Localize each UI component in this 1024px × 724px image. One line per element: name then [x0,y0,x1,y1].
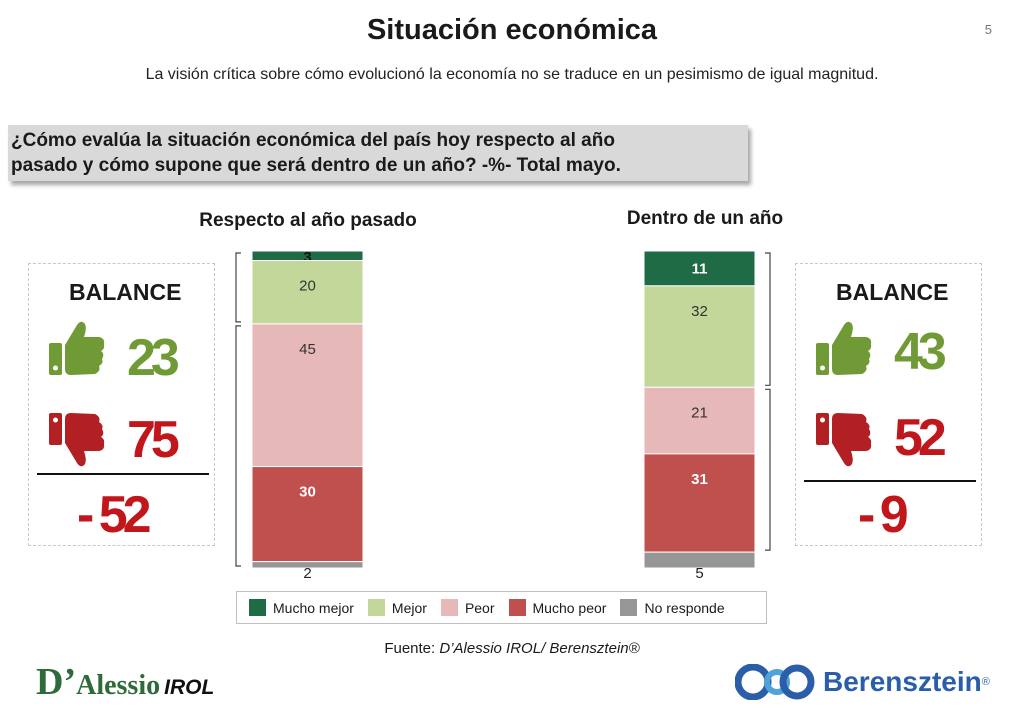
page-number: 5 [984,22,992,37]
group-bracket-1-1 [765,388,771,551]
balance-positive-right: 43 [894,323,947,381]
balance-panel-right: BALANCE 43 52 - 9 [795,263,982,546]
legend-item-no-responde: No responde [620,599,725,616]
thumbs-down-icon [49,413,105,467]
thumbs-down-icon [816,413,872,467]
chart-title-left: Respecto al año pasado [199,210,417,231]
balance-label-left: BALANCE [69,279,182,305]
balance-negative-right: 52 [894,409,947,467]
balance-positive-left: 23 [127,329,180,387]
logo-left-irol: IROL [164,676,215,699]
source-prefix: Fuente: [384,640,440,657]
legend-swatch-mucho-mejor [249,599,266,616]
bar-label-no-responde-0: 2 [303,565,311,582]
balance-label-right: BALANCE [836,279,949,305]
question-line-2: pasado y cómo supone que será dentro de … [11,155,621,176]
bar-segment-peor-0 [251,323,364,468]
legend-item-mucho-mejor: Mucho mejor [249,599,354,616]
balance-net-right: - 9 [858,486,909,544]
bar-label-mucho-mejor-1: 11 [692,260,708,277]
bar-segment-mucho-peor-0 [251,466,364,563]
legend-label-mejor: Mejor [391,599,427,616]
legend-swatch-no-responde [620,599,638,616]
bar-segment-mucho-peor-1 [643,453,756,553]
bar-label-peor-0: 45 [299,341,316,358]
balance-negative-left: 75 [127,411,180,469]
bar-label-mucho-peor-0: 30 [299,484,316,501]
logo-left-name: Alessio [76,670,161,701]
legend-item-mucho-peor: Mucho peor [508,599,607,616]
bar-segment-mucho-mejor-1 [643,250,756,287]
bar-label-mejor-1: 32 [691,303,708,320]
bar-segment-no-responde-0 [251,561,364,569]
bar-segment-mejor-1 [643,285,756,388]
legend-item-peor: Peor [440,599,495,616]
group-bracket-1-0 [765,252,771,386]
bar-label-no-responde-1: 5 [695,565,703,582]
berensztein-logo: Berensztein ® [735,664,990,700]
group-bracket-0-1 [235,325,241,567]
chart-legend: Mucho mejor Mejor Peor Mucho peor No res… [236,591,767,624]
thumbs-up-icon [816,321,872,375]
logo-right-name: Berensztein [823,666,982,697]
legend-swatch-peor [440,599,458,616]
thumbs-up-icon [49,321,105,375]
group-bracket-0-0 [235,252,241,323]
balance-divider-left [37,473,209,475]
question-line-1: ¿Cómo evalúa la situación económica del … [11,130,615,151]
bar-segment-peor-1 [643,386,756,455]
chart-title-right: Dentro de un año [626,208,784,229]
legend-label-mucho-peor: Mucho peor [532,599,607,616]
bar-label-mejor-0: 20 [299,278,316,295]
bar-label-mucho-peor-1: 31 [691,471,708,488]
logo-left-d: D’ [36,661,77,703]
legend-label-no-responde: No responde [644,599,725,616]
legend-label-mucho-mejor: Mucho mejor [273,599,354,616]
bar-segment-mejor-0 [251,260,364,325]
source-text: D’Alessio IROL/ Berensztein® [439,640,640,657]
bar-segment-no-responde-1 [643,551,756,569]
balance-panel-left: BALANCE 23 75 - 52 [28,263,215,546]
logo-right-reg: ® [981,676,990,688]
dalessio-irol-logo: D’Alessio IROL [36,660,214,704]
page-subtitle: La visión crítica sobre cómo evolucionó … [145,66,879,83]
balance-net-left: - 52 [77,486,152,544]
bar-label-peor-1: 21 [691,404,708,421]
page-title: Situación económica [366,14,658,46]
legend-item-mejor: Mejor [367,599,427,616]
legend-swatch-mejor [367,599,385,616]
question-box: ¿Cómo evalúa la situación económica del … [8,125,748,181]
legend-swatch-mucho-peor [508,599,526,616]
legend-label-peor: Peor [464,599,495,616]
source-note: Fuente: D’Alessio IROL/ Berensztein® [0,640,1024,657]
balance-divider-right [804,480,976,482]
bar-label-mucho-mejor-0: 3 [303,249,311,266]
berensztein-mark-icon [735,664,815,700]
